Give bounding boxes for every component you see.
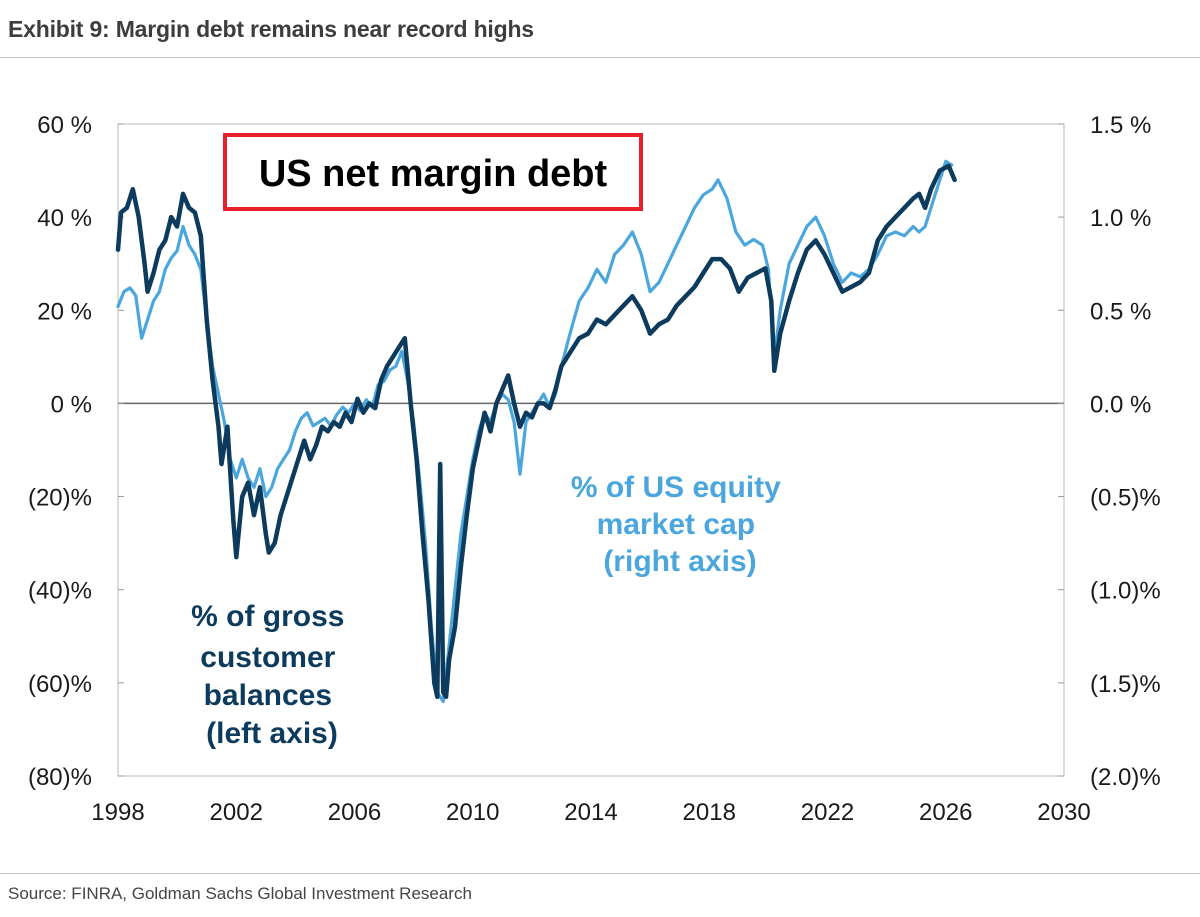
x-axis-tick-label: 2018 xyxy=(683,799,736,826)
left-series-label-line: (left axis) xyxy=(206,717,338,750)
left-series-label-line: customer xyxy=(200,641,335,674)
right-series-label: % of US equity market cap (right axis) xyxy=(571,471,789,578)
left-series-label-line: % of gross xyxy=(191,600,344,633)
x-axis-tick-label: 1998 xyxy=(91,799,144,826)
left-axis-ticks: 60 % 40 % 20 % 0 % (20)% (40)% (60)% (80)% xyxy=(28,112,124,791)
x-axis-tick-label: 2026 xyxy=(919,799,972,826)
right-axis-tick-label: (2.0)% xyxy=(1090,764,1161,791)
left-axis-tick-label: 20 % xyxy=(37,298,92,325)
left-axis-tick-label: 40 % xyxy=(37,205,92,232)
right-axis-tick-label: 1.5 % xyxy=(1090,112,1151,139)
bottom-divider xyxy=(0,873,1200,874)
top-divider xyxy=(0,57,1200,58)
exhibit-title: Exhibit 9: Margin debt remains near reco… xyxy=(8,16,534,42)
left-axis-tick-label: 60 % xyxy=(37,112,92,139)
x-axis-ticks: 1998 2002 2006 2010 2014 2018 2022 2026 2030 xyxy=(91,799,1090,826)
gross-customer-balances-line xyxy=(115,163,957,700)
right-axis-tick-label: (0.5)% xyxy=(1090,485,1161,512)
left-axis-tick-label: (40)% xyxy=(28,578,92,605)
x-axis-tick-label: 2014 xyxy=(564,799,617,826)
right-axis-tick-label: 0.5 % xyxy=(1090,298,1151,325)
series-layer xyxy=(115,159,957,704)
right-axis-tick-label: 1.0 % xyxy=(1090,205,1151,232)
plot-frame xyxy=(117,123,1065,777)
right-series-label-line: market cap xyxy=(597,508,755,541)
left-axis-tick-label: (60)% xyxy=(28,671,92,698)
right-axis-tick-label: 0.0 % xyxy=(1090,391,1151,418)
chart-title-box xyxy=(223,133,643,211)
right-axis-ticks: 1.5 % 1.0 % 0.5 % 0.0 % (0.5)% (1.0)% (1.5)% (2… xyxy=(1058,112,1161,791)
x-axis-tick-label: 2030 xyxy=(1037,799,1090,826)
chart-title: US net margin debt xyxy=(259,153,608,195)
right-series-label-line: (right axis) xyxy=(603,545,756,578)
left-axis-tick-label: (20)% xyxy=(28,485,92,512)
x-axis-tick-label: 2010 xyxy=(446,799,499,826)
left-axis-tick-label: 0 % xyxy=(51,391,92,418)
x-axis-tick-label: 2022 xyxy=(801,799,854,826)
right-axis-tick-label: (1.5)% xyxy=(1090,671,1161,698)
x-axis-tick-label: 2002 xyxy=(210,799,263,826)
source-note: Source: FINRA, Goldman Sachs Global Inve… xyxy=(8,884,472,903)
left-series-label-line: balances xyxy=(204,679,332,712)
left-axis-tick-label: (80)% xyxy=(28,764,92,791)
right-axis-tick-label: (1.0)% xyxy=(1090,578,1161,605)
left-series-label: % of gross customer balances (left axis) xyxy=(191,600,353,750)
x-axis-tick-label: 2006 xyxy=(328,799,381,826)
right-series-label-line: % of US equity xyxy=(571,471,781,504)
